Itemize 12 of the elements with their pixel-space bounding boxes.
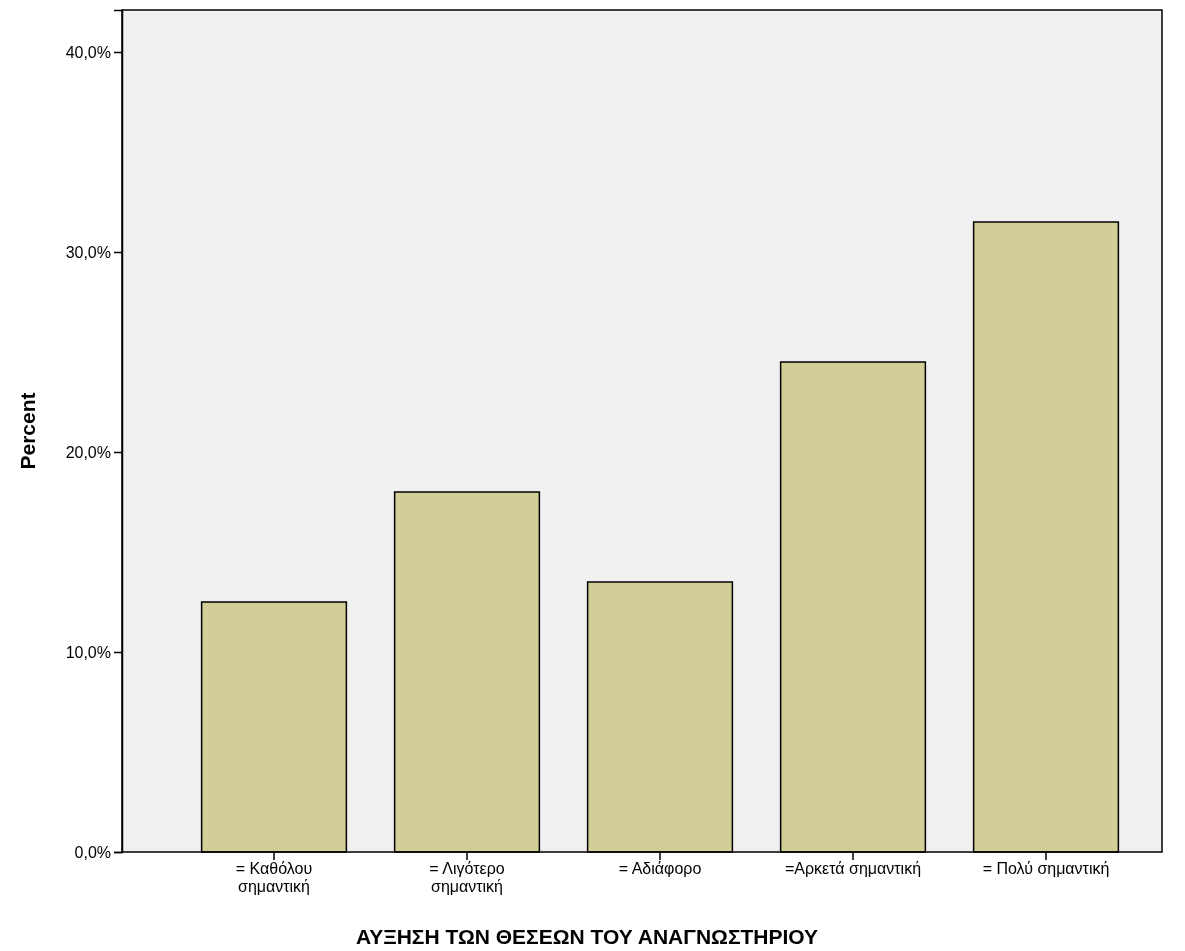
y-tick-label: 30,0% [65, 243, 111, 261]
x-tick-label: = Αδιάφορο [618, 860, 702, 878]
x-tick-label: = Λιγότερο σημαντική [429, 860, 505, 895]
x-tick-label: =Αρκετά σημαντική [784, 860, 922, 878]
y-tick-label: 20,0% [65, 443, 111, 461]
x-tick-label: = Πολύ σημαντική [982, 860, 1110, 878]
y-tick-label: 0,0% [74, 843, 111, 861]
x-tick-label: = Καθόλου σημαντική [235, 860, 313, 895]
x-axis-title: ΑΥΞΗΣΗ ΤΩΝ ΘΕΣΕΩΝ ΤΟΥ ΑΝΑΓΝΩΣΤΗΡΙΟΥ [355, 925, 819, 948]
y-axis-title: Percent [16, 392, 39, 470]
y-tick-label: 40,0% [65, 43, 111, 61]
y-tick-label: 10,0% [65, 643, 111, 661]
